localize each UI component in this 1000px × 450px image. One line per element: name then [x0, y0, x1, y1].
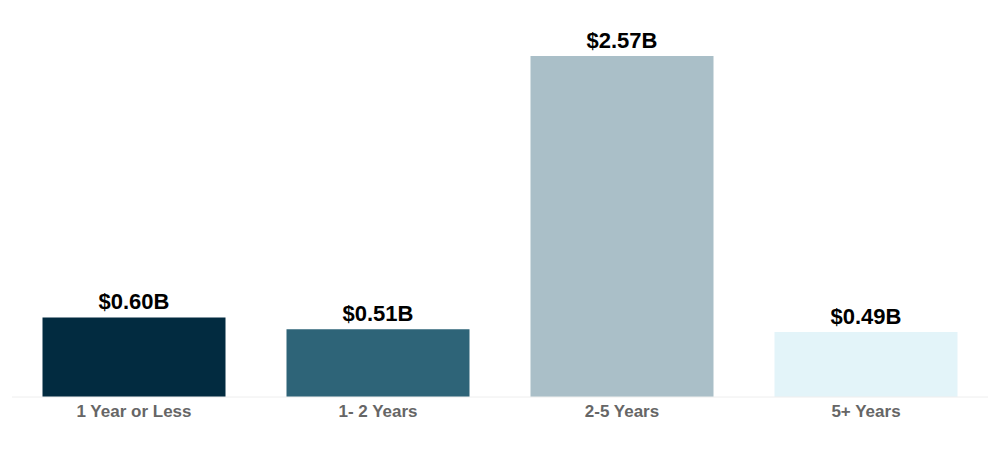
svg-text:$0.49B: $0.49B — [831, 304, 902, 329]
svg-text:$2.57B: $2.57B — [587, 28, 658, 53]
svg-text:5+ Years: 5+ Years — [831, 402, 900, 421]
svg-text:$0.60B: $0.60B — [99, 289, 170, 314]
svg-text:1- 2 Years: 1- 2 Years — [338, 402, 417, 421]
svg-text:1 Year or Less: 1 Year or Less — [77, 402, 192, 421]
svg-text:2-5 Years: 2-5 Years — [585, 402, 659, 421]
svg-text:$0.51B: $0.51B — [343, 301, 414, 326]
